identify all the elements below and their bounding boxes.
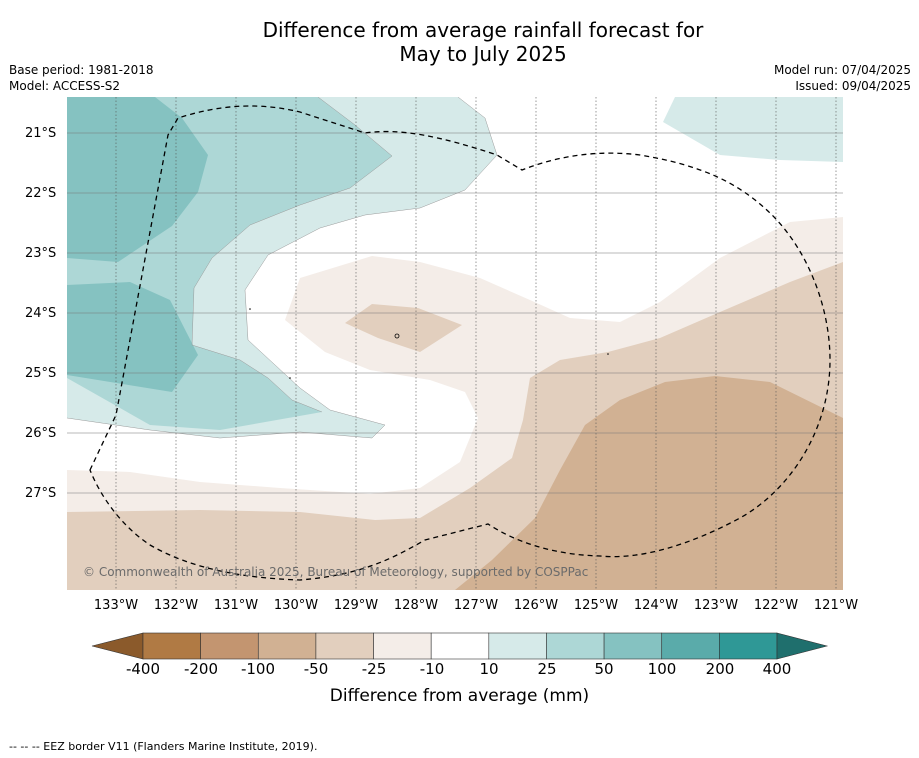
rainfall-map xyxy=(67,97,843,590)
lon-label: 131°W xyxy=(213,598,259,613)
dry-50-100-region xyxy=(455,376,843,590)
island-marker xyxy=(607,353,609,355)
lon-label: 126°W xyxy=(513,598,559,613)
colorbar-segment xyxy=(661,632,720,660)
colorbar-tick: -10 xyxy=(419,660,445,678)
lon-label: 125°W xyxy=(573,598,619,613)
graticule xyxy=(115,97,837,590)
colorbar-arrow-left xyxy=(91,632,144,660)
island-marker xyxy=(249,308,251,310)
colorbar-label: Difference from average (mm) xyxy=(329,686,590,706)
colorbar-segment xyxy=(142,632,201,660)
colorbar-segment xyxy=(603,632,663,660)
lon-label: 130°W xyxy=(273,598,319,613)
colorbar-tick: 400 xyxy=(762,660,792,678)
lon-label: 133°W xyxy=(93,598,139,613)
lon-label: 128°W xyxy=(393,598,439,613)
colorbar-tick: 10 xyxy=(479,660,499,678)
lon-label: 122°W xyxy=(753,598,799,613)
colorbar-tick: -400 xyxy=(125,660,161,678)
colorbar-tick: 50 xyxy=(594,660,614,678)
colorbar-arrow-right xyxy=(776,632,829,660)
title-line-2: May to July 2025 xyxy=(399,42,567,66)
colorbar-tick: 200 xyxy=(705,660,735,678)
lon-label: 132°W xyxy=(153,598,199,613)
lat-label: 22°S xyxy=(25,186,57,201)
map-title: Difference from average rainfall forecas… xyxy=(0,18,919,66)
latitude-lines xyxy=(67,132,843,494)
colorbar-tick: 25 xyxy=(537,660,557,678)
wet-50-100-region-sw xyxy=(67,282,198,392)
eez-boundary-line xyxy=(89,105,831,581)
island-marker xyxy=(394,333,400,339)
meta-left: Base period: 1981-2018 Model: ACCESS-S2 xyxy=(9,62,154,94)
colorbar-segment xyxy=(719,632,778,660)
copyright-notice: © Commonwealth of Australia 2025, Bureau… xyxy=(83,565,589,579)
wet-10-25-region-ne xyxy=(663,97,843,162)
lon-label: 121°W xyxy=(813,598,859,613)
lon-label: 123°W xyxy=(693,598,739,613)
colorbar-tick: -200 xyxy=(183,660,219,678)
lat-label: 23°S xyxy=(25,246,57,261)
lon-label: 129°W xyxy=(333,598,379,613)
colorbar-segment xyxy=(200,632,259,660)
model-name: Model: ACCESS-S2 xyxy=(9,79,121,93)
base-period: Base period: 1981-2018 xyxy=(9,63,154,77)
colorbar-segment xyxy=(430,632,490,660)
lat-label: 24°S xyxy=(25,306,57,321)
lon-label: 124°W xyxy=(633,598,679,613)
meta-right: Model run: 07/04/2025 Issued: 09/04/2025 xyxy=(774,62,911,94)
title-line-1: Difference from average rainfall forecas… xyxy=(262,18,704,42)
contour-layer xyxy=(67,97,843,590)
lon-label: 127°W xyxy=(453,598,499,613)
colorbar-tick: -100 xyxy=(240,660,276,678)
eez-footnote: -- -- -- EEZ border V11 (Flanders Marine… xyxy=(9,740,318,753)
lat-label: 21°S xyxy=(25,126,57,141)
lat-label: 26°S xyxy=(25,426,57,441)
colorbar-segments xyxy=(91,632,829,660)
colorbar-tick: 100 xyxy=(647,660,677,678)
island-marker xyxy=(289,377,291,379)
lat-label: 25°S xyxy=(25,366,57,381)
model-run: Model run: 07/04/2025 xyxy=(773,63,911,77)
colorbar-segment xyxy=(488,632,547,660)
colorbar-segment xyxy=(546,632,605,660)
colorbar-tick: -50 xyxy=(303,660,329,678)
lat-label: 27°S xyxy=(25,486,57,501)
colorbar-segment xyxy=(257,632,317,660)
colorbar-segment xyxy=(373,632,432,660)
wet-50-100-region xyxy=(67,97,208,262)
colorbar-segment xyxy=(315,632,374,660)
issued-date: Issued: 09/04/2025 xyxy=(795,79,911,93)
colorbar-tick: -25 xyxy=(361,660,387,678)
dry-25-50-island xyxy=(345,304,462,352)
